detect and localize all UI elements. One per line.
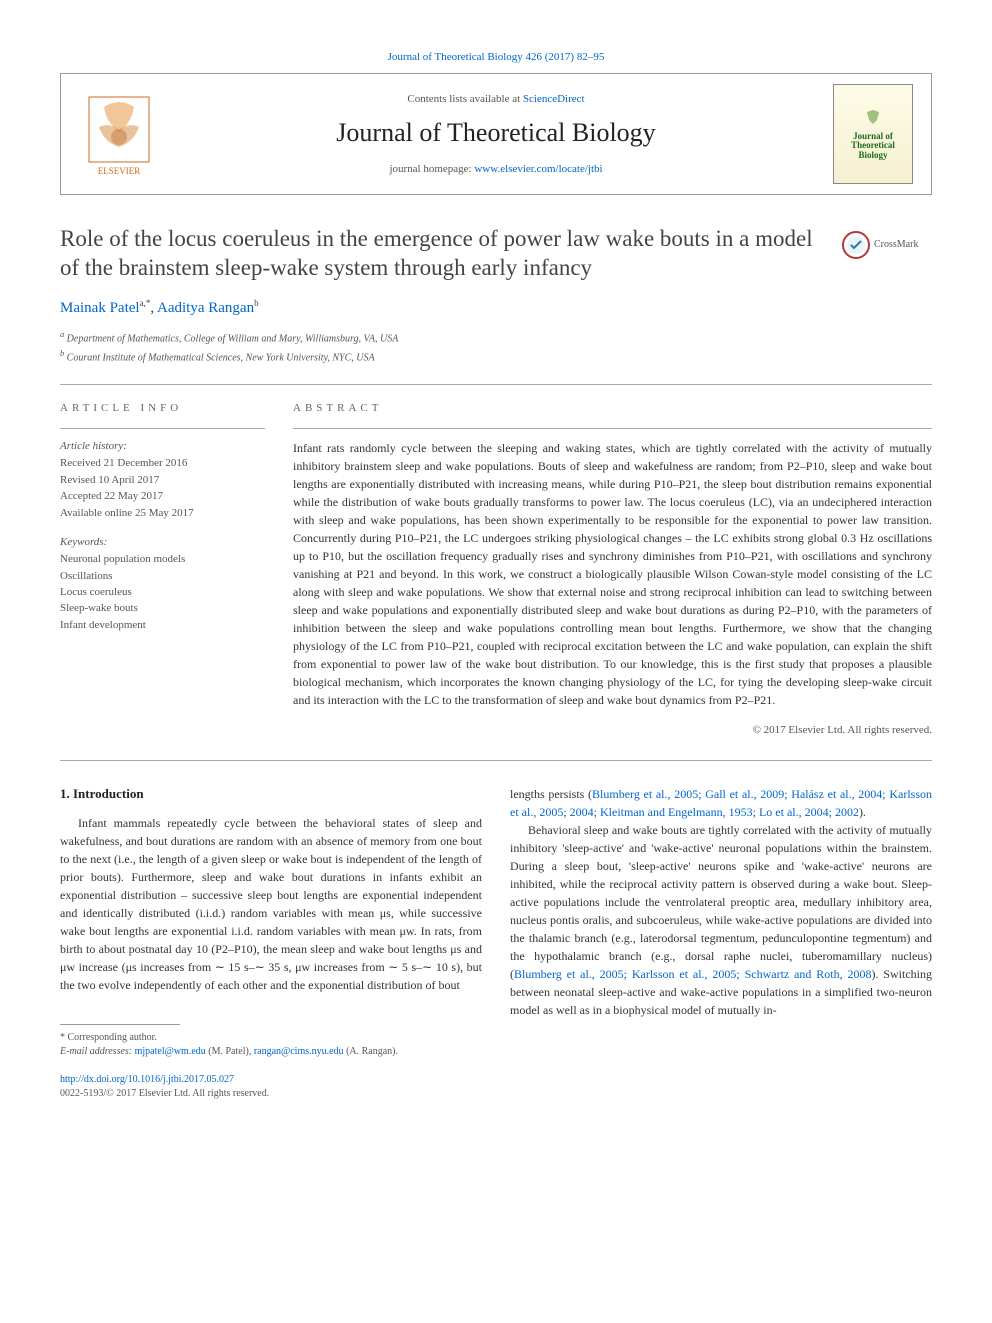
abstract-heading: abstract bbox=[293, 401, 932, 416]
abstract-text: Infant rats randomly cycle between the s… bbox=[293, 439, 932, 709]
keyword: Locus coeruleus bbox=[60, 585, 265, 600]
affiliation-a: a Department of Mathematics, College of … bbox=[60, 329, 932, 346]
affiliations: a Department of Mathematics, College of … bbox=[60, 329, 932, 366]
issn-copyright: 0022-5193/© 2017 Elsevier Ltd. All right… bbox=[60, 1087, 932, 1101]
journal-cover-thumbnail: Journal of Theoretical Biology bbox=[833, 84, 913, 184]
affiliation-b: b Courant Institute of Mathematical Scie… bbox=[60, 348, 932, 365]
history-accepted: Accepted 22 May 2017 bbox=[60, 489, 265, 504]
journal-name: Journal of Theoretical Biology bbox=[159, 115, 833, 151]
history-revised: Revised 10 April 2017 bbox=[60, 473, 265, 488]
doi-link[interactable]: http://dx.doi.org/10.1016/j.jtbi.2017.05… bbox=[60, 1074, 234, 1085]
divider bbox=[60, 384, 932, 385]
article-title: Role of the locus coeruleus in the emerg… bbox=[60, 225, 822, 283]
elsevier-logo: ELSEVIER bbox=[79, 89, 159, 179]
email-1-link[interactable]: mjpatel@wm.edu bbox=[135, 1046, 206, 1057]
intro-paragraph-2: Behavioral sleep and wake bouts are tigh… bbox=[510, 821, 932, 1019]
footnote-rule bbox=[60, 1024, 180, 1025]
sciencedirect-link[interactable]: ScienceDirect bbox=[523, 93, 585, 105]
intro-paragraph-1-cont: lengths persists (Blumberg et al., 2005;… bbox=[510, 785, 932, 821]
top-journal-ref: Journal of Theoretical Biology 426 (2017… bbox=[60, 50, 932, 65]
article-info-heading: article info bbox=[60, 401, 265, 416]
svg-text:ELSEVIER: ELSEVIER bbox=[98, 166, 141, 176]
history-online: Available online 25 May 2017 bbox=[60, 506, 265, 521]
divider bbox=[60, 760, 932, 761]
keyword: Sleep-wake bouts bbox=[60, 601, 265, 616]
intro-paragraph-1: Infant mammals repeatedly cycle between … bbox=[60, 814, 482, 994]
divider bbox=[60, 428, 265, 429]
divider bbox=[293, 428, 932, 429]
corresponding-author-note: * Corresponding author. bbox=[60, 1031, 482, 1045]
author-1-link[interactable]: Mainak Patel bbox=[60, 300, 140, 316]
keyword: Oscillations bbox=[60, 569, 265, 584]
keyword: Neuronal population models bbox=[60, 552, 265, 567]
doi-line: http://dx.doi.org/10.1016/j.jtbi.2017.05… bbox=[60, 1073, 932, 1087]
author-2-link[interactable]: Aaditya Rangan bbox=[157, 300, 254, 316]
abstract-copyright: © 2017 Elsevier Ltd. All rights reserved… bbox=[293, 723, 932, 738]
journal-header: ELSEVIER Contents lists available at Sci… bbox=[60, 73, 932, 195]
history-received: Received 21 December 2016 bbox=[60, 456, 265, 471]
author-list: Mainak Patela,*, Aaditya Ranganb bbox=[60, 297, 932, 319]
history-label: Article history: bbox=[60, 439, 265, 454]
section-1-heading: 1. Introduction bbox=[60, 785, 482, 803]
top-journal-ref-link[interactable]: Journal of Theoretical Biology 426 (2017… bbox=[388, 51, 605, 63]
journal-homepage-line: journal homepage: www.elsevier.com/locat… bbox=[159, 162, 833, 177]
citation-link[interactable]: Blumberg et al., 2005; Karlsson et al., … bbox=[514, 967, 871, 981]
email-addresses: E-mail addresses: mjpatel@wm.edu (M. Pat… bbox=[60, 1045, 482, 1059]
contents-available-line: Contents lists available at ScienceDirec… bbox=[159, 92, 833, 107]
homepage-url-link[interactable]: www.elsevier.com/locate/jtbi bbox=[474, 163, 602, 175]
keyword: Infant development bbox=[60, 618, 265, 633]
crossmark-label: CrossMark bbox=[874, 238, 918, 252]
crossmark-badge[interactable]: CrossMark bbox=[842, 231, 932, 259]
email-2-link[interactable]: rangan@cims.nyu.edu bbox=[254, 1046, 344, 1057]
keywords-label: Keywords: bbox=[60, 535, 265, 550]
